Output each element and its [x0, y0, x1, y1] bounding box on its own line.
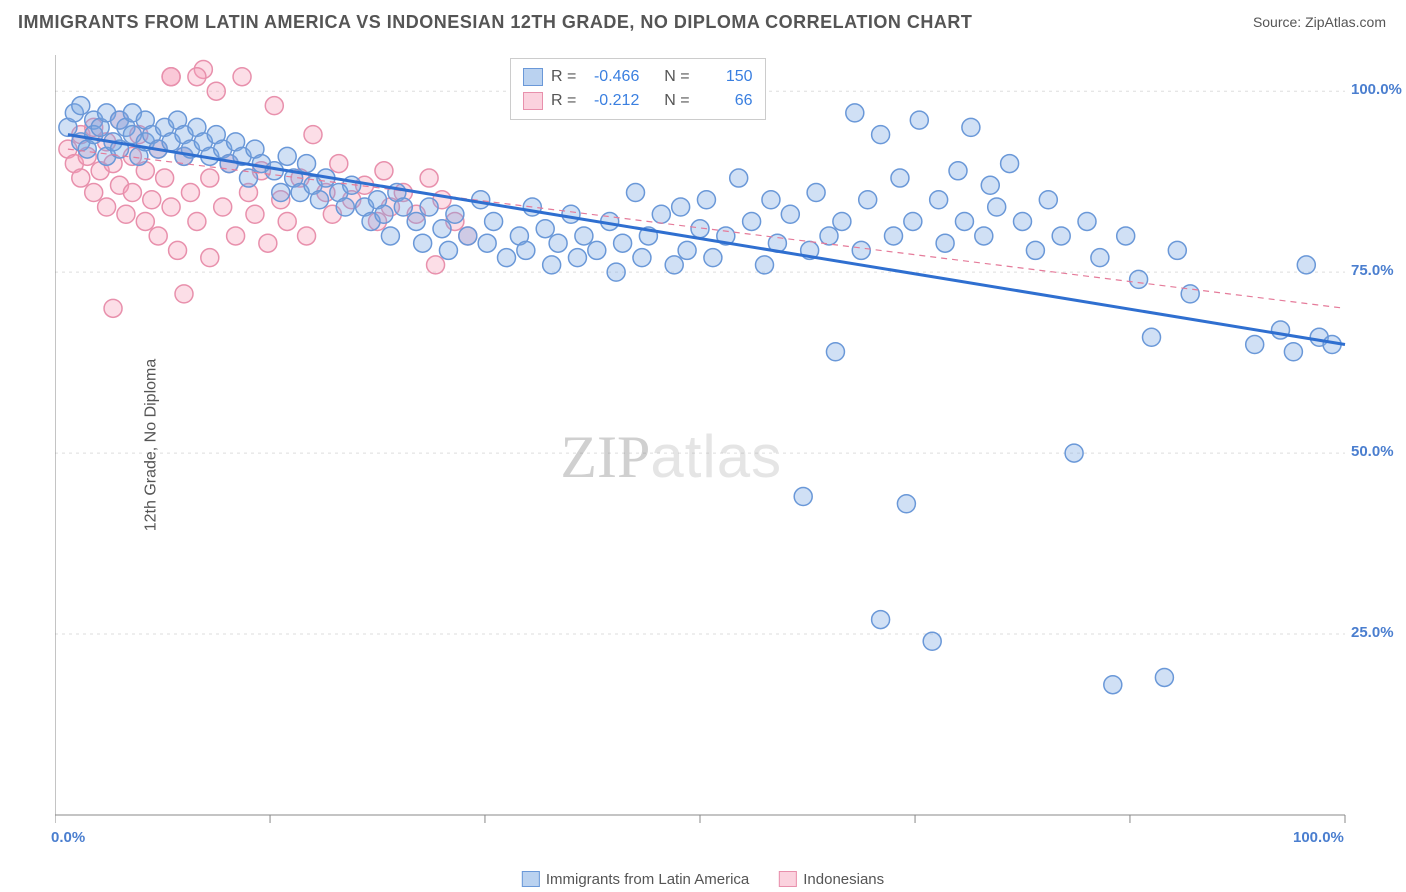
source-attribution: Source: ZipAtlas.com	[1253, 14, 1386, 30]
chart-canvas	[55, 55, 1385, 835]
stats-row: R =-0.212 N =66	[523, 89, 753, 113]
correlation-stats-box: R =-0.466 N =150R =-0.212 N =66	[510, 58, 766, 120]
y-tick-label: 25.0%	[1351, 624, 1394, 641]
x-tick-label: 100.0%	[1293, 829, 1344, 846]
y-tick-label: 100.0%	[1351, 81, 1402, 98]
legend-item: Indonesians	[779, 871, 884, 888]
x-tick-label: 0.0%	[51, 829, 85, 846]
y-tick-label: 75.0%	[1351, 262, 1394, 279]
stats-row: R =-0.466 N =150	[523, 65, 753, 89]
y-tick-label: 50.0%	[1351, 443, 1394, 460]
series-swatch	[779, 871, 797, 887]
series-swatch	[522, 871, 540, 887]
legend: Immigrants from Latin America Indonesians	[522, 871, 884, 888]
series-swatch	[523, 92, 543, 110]
chart-title: IMMIGRANTS FROM LATIN AMERICA VS INDONES…	[18, 12, 972, 33]
legend-item: Immigrants from Latin America	[522, 871, 749, 888]
y-axis-label: 12th Grade, No Diploma	[142, 359, 160, 532]
series-swatch	[523, 68, 543, 86]
scatter-plot: 12th Grade, No Diploma ZIPatlas R =-0.46…	[55, 55, 1385, 835]
